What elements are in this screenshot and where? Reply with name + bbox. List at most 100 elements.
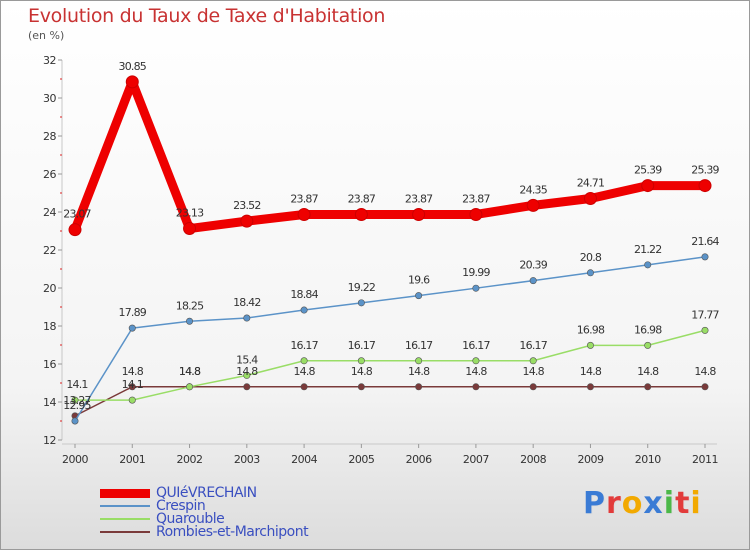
data-label: 14.1 bbox=[66, 378, 87, 391]
data-point bbox=[300, 306, 308, 314]
data-point bbox=[412, 207, 426, 221]
data-point bbox=[243, 314, 251, 322]
data-point bbox=[357, 357, 365, 365]
data-label: 14.8 bbox=[122, 365, 144, 378]
data-point bbox=[529, 277, 537, 285]
y-tick-label: 20 bbox=[43, 282, 56, 295]
unit-label: (en %) bbox=[28, 29, 65, 42]
y-tick-label: 18 bbox=[43, 320, 56, 333]
x-tick-label: 2001 bbox=[119, 453, 145, 466]
data-point bbox=[243, 383, 251, 391]
y-tick-label: 22 bbox=[43, 244, 56, 257]
data-label: 18.42 bbox=[233, 296, 261, 309]
data-label: 15.4 bbox=[236, 353, 258, 366]
data-point bbox=[586, 341, 594, 349]
data-point bbox=[300, 383, 308, 391]
data-label: 21.64 bbox=[691, 235, 719, 248]
data-label: 23.13 bbox=[176, 207, 204, 220]
data-point bbox=[644, 341, 652, 349]
data-label: 18.84 bbox=[290, 288, 318, 301]
x-tick-label: 2009 bbox=[577, 453, 603, 466]
y-tick-label: 26 bbox=[43, 168, 56, 181]
data-label: 18.25 bbox=[176, 299, 204, 312]
data-point bbox=[526, 198, 540, 212]
y-tick-label: 24 bbox=[43, 206, 56, 219]
data-label: 16.98 bbox=[577, 323, 605, 336]
series-line bbox=[70, 77, 710, 235]
data-point bbox=[583, 192, 597, 206]
data-point bbox=[472, 383, 480, 391]
data-point bbox=[243, 371, 251, 379]
data-label: 16.17 bbox=[462, 339, 490, 352]
x-tick-label: 2002 bbox=[177, 453, 203, 466]
data-point bbox=[186, 383, 194, 391]
data-point bbox=[698, 179, 712, 193]
x-tick-label: 2004 bbox=[291, 453, 317, 466]
logo-letter: P bbox=[583, 486, 606, 521]
x-tick-label: 2000 bbox=[62, 453, 88, 466]
data-label: 14.8 bbox=[236, 365, 258, 378]
data-point bbox=[529, 383, 537, 391]
line-chart: 12 14 16 18 20 22 24 26 28 30 32 2000 2001 2002 2003 20… bbox=[43, 54, 720, 466]
data-point bbox=[186, 317, 194, 325]
y-tick-label: 16 bbox=[43, 358, 56, 371]
data-point bbox=[357, 299, 365, 307]
data-label: 23.87 bbox=[462, 192, 490, 205]
data-label: 17.77 bbox=[691, 308, 719, 321]
data-label: 16.17 bbox=[519, 339, 547, 352]
logo-letter: o bbox=[621, 486, 644, 521]
legend-label: Quarouble bbox=[156, 511, 225, 527]
data-point bbox=[701, 383, 709, 391]
data-point bbox=[125, 75, 139, 89]
data-point bbox=[701, 253, 709, 261]
data-point bbox=[701, 326, 709, 334]
y-tick-label: 28 bbox=[43, 130, 56, 143]
data-label: 14.8 bbox=[179, 365, 201, 378]
data-label: 16.98 bbox=[634, 323, 662, 336]
data-label: 14.8 bbox=[694, 365, 716, 378]
data-point bbox=[415, 357, 423, 365]
data-point bbox=[354, 207, 368, 221]
data-label: 17.89 bbox=[119, 306, 147, 319]
x-tick-label: 2003 bbox=[234, 453, 260, 466]
data-label: 14.8 bbox=[465, 365, 487, 378]
legend-label: Crespin bbox=[156, 498, 206, 514]
legend-label: Rombies-et-Marchipont bbox=[156, 524, 309, 540]
data-point bbox=[300, 357, 308, 365]
data-point bbox=[469, 207, 483, 221]
y-tick-label: 14 bbox=[43, 396, 56, 409]
data-label: 12.95 bbox=[63, 399, 91, 412]
data-point bbox=[529, 357, 537, 365]
proxiti-logo: Proxiti bbox=[583, 486, 702, 521]
data-label: 30.85 bbox=[119, 60, 147, 73]
data-label: 19.6 bbox=[408, 274, 430, 287]
data-label: 14.8 bbox=[351, 365, 373, 378]
data-point bbox=[472, 284, 480, 292]
legend-swatch bbox=[100, 518, 150, 520]
data-label: 23.07 bbox=[63, 208, 91, 221]
data-label: 16.17 bbox=[405, 339, 433, 352]
data-label: 25.39 bbox=[634, 164, 662, 177]
data-point bbox=[128, 396, 136, 404]
data-label: 19.22 bbox=[348, 281, 376, 294]
data-point bbox=[415, 292, 423, 300]
legend-label: QUIéVRECHAIN bbox=[156, 485, 257, 501]
data-label: 23.87 bbox=[290, 192, 318, 205]
logo-letter: r bbox=[606, 486, 622, 521]
data-label: 14.8 bbox=[408, 365, 430, 378]
data-label: 14.8 bbox=[179, 365, 201, 378]
data-label: 20.39 bbox=[519, 259, 547, 272]
data-label: 25.39 bbox=[691, 164, 719, 177]
data-point bbox=[415, 383, 423, 391]
x-tick-label: 2011 bbox=[692, 453, 718, 466]
data-point bbox=[641, 179, 655, 193]
data-label: 23.52 bbox=[233, 199, 261, 212]
data-point bbox=[297, 207, 311, 221]
y-tick-label: 30 bbox=[43, 92, 56, 105]
x-tick-label: 2008 bbox=[520, 453, 546, 466]
data-label: 14.1 bbox=[122, 378, 143, 391]
data-label: 14.8 bbox=[293, 365, 315, 378]
data-point bbox=[586, 269, 594, 277]
data-label: 24.35 bbox=[519, 183, 547, 196]
data-label: 14.8 bbox=[637, 365, 659, 378]
